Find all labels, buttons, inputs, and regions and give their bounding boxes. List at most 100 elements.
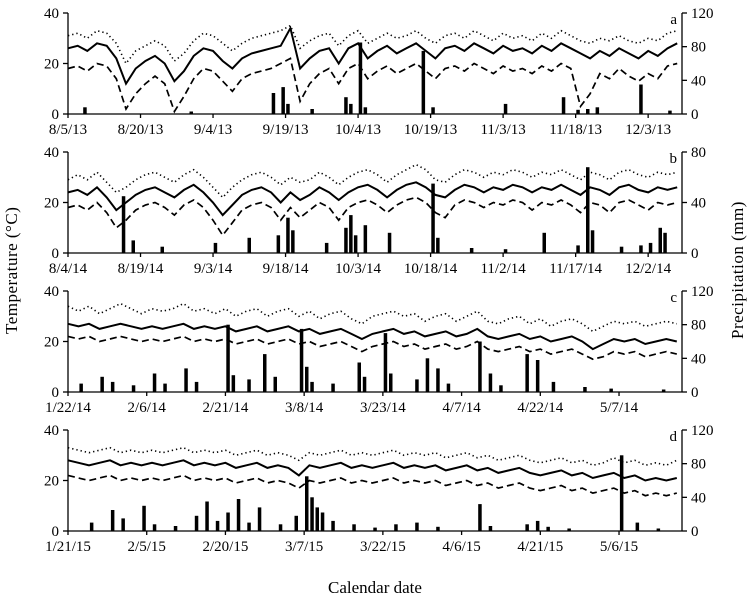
left-tick-label: 40 xyxy=(44,6,59,22)
x-tick-label: 9/3/14 xyxy=(194,261,233,277)
right-tick-label: 120 xyxy=(691,284,714,300)
precip-bar xyxy=(291,230,295,253)
precip-bar xyxy=(535,360,540,392)
precip-bar xyxy=(668,110,672,114)
x-tick-label: 10/4/13 xyxy=(335,122,381,138)
left-tick-label: 0 xyxy=(52,107,60,123)
precip-bar xyxy=(363,225,368,253)
left-tick-label: 0 xyxy=(52,385,60,401)
precip-bar xyxy=(590,230,595,253)
x-tick-label: 10/18/14 xyxy=(404,261,458,277)
precip-bar xyxy=(344,97,348,114)
right-tick-label: 0 xyxy=(691,107,699,123)
maximum-temperature-line xyxy=(67,163,678,199)
precip-bar xyxy=(363,107,368,114)
precip-bar xyxy=(281,87,285,114)
x-tick-label: 1/22/14 xyxy=(45,400,91,416)
precip-bar xyxy=(561,97,566,114)
x-tick-label: 4/6/15 xyxy=(442,539,480,555)
panel-stack: 0 20 40 0 40 80 120 8/5/13 8/20/13 9/4/13 9/19/13 1… xyxy=(0,4,750,560)
precip-bar xyxy=(546,526,550,531)
precip-bar xyxy=(89,522,94,531)
precip-bar xyxy=(273,376,277,392)
precip-bar xyxy=(478,341,482,392)
right-tick-label: 0 xyxy=(691,385,699,401)
precip-bar xyxy=(425,358,430,392)
precip-bar xyxy=(257,507,262,531)
right-tick-label: 40 xyxy=(691,196,706,212)
right-tick-label: 80 xyxy=(691,318,706,334)
x-tick-label: 3/22/15 xyxy=(360,539,406,555)
x-tick-label: 8/19/14 xyxy=(118,261,164,277)
precip-bar xyxy=(215,520,220,531)
precip-bar xyxy=(131,385,136,392)
precip-bar xyxy=(331,383,335,392)
minimum-temperature-line xyxy=(67,57,678,114)
precip-bar xyxy=(648,242,653,253)
x-tick-label: 3/23/14 xyxy=(360,400,406,416)
precip-bar xyxy=(100,376,104,392)
mean-temperature-line xyxy=(67,181,678,217)
precip-bar xyxy=(110,510,115,531)
panel-d: 0 20 40 0 40 80 120 1/21/15 2/5/15 2/20/15 3/7/15 3… xyxy=(44,423,714,555)
precip-bar xyxy=(478,504,482,531)
mean-temperature-line xyxy=(67,459,678,482)
precip-bar xyxy=(152,524,157,531)
precip-bar xyxy=(387,232,392,253)
maximum-temperature-line xyxy=(67,302,677,333)
precip-bar xyxy=(310,497,314,531)
right-tick-label: 120 xyxy=(691,6,714,22)
precip-bar xyxy=(576,245,580,253)
precip-bar xyxy=(352,524,356,531)
precip-bar xyxy=(535,520,540,531)
precip-bar xyxy=(236,499,241,531)
precip-bar xyxy=(310,381,314,392)
precip-bar xyxy=(469,248,474,253)
x-tick-label: 9/18/14 xyxy=(263,261,309,277)
precip-bar xyxy=(635,522,640,531)
left-tick-label: 20 xyxy=(44,335,59,351)
mean-temperature-line xyxy=(67,322,678,351)
precip-bar xyxy=(609,388,613,392)
precip-bar xyxy=(525,354,529,392)
x-tick-label: 2/6/14 xyxy=(128,400,167,416)
precip-bar xyxy=(83,107,87,114)
precip-bar xyxy=(213,242,218,253)
precip-bar xyxy=(436,368,440,392)
mean-temperature-line xyxy=(67,25,678,86)
precip-bar xyxy=(576,109,580,114)
precip-bar xyxy=(226,512,230,531)
precip-bar xyxy=(286,103,290,114)
precip-bar xyxy=(567,528,571,531)
x-axis-label: Calendar date xyxy=(328,578,422,597)
precip-bar xyxy=(247,237,251,253)
maximum-temperature-line xyxy=(67,446,678,467)
minimum-temperature-line xyxy=(67,474,678,497)
precip-bar xyxy=(121,518,125,531)
precip-bar xyxy=(231,375,236,392)
precip-bar xyxy=(152,373,157,392)
panel-letter: a xyxy=(670,12,677,28)
precip-bar xyxy=(499,385,503,392)
precip-bar xyxy=(247,379,251,392)
precip-bar xyxy=(431,183,435,253)
panel-letter: b xyxy=(670,151,678,167)
x-tick-label: 3/7/15 xyxy=(285,539,323,555)
precip-bar xyxy=(357,362,361,392)
precip-bar xyxy=(663,232,667,253)
x-tick-label: 3/8/14 xyxy=(285,400,324,416)
precip-bar xyxy=(299,328,304,392)
precip-bar xyxy=(639,84,643,114)
precip-bar xyxy=(349,215,353,253)
panel-a: 0 20 40 0 40 80 120 8/5/13 8/20/13 9/4/13 9/19/13 1… xyxy=(44,6,714,138)
minimum-temperature-line xyxy=(67,196,678,237)
precip-bar xyxy=(373,527,377,531)
precip-bar xyxy=(394,524,398,531)
precip-bar xyxy=(131,240,135,253)
minimum-temperature-line xyxy=(67,335,677,361)
precip-bar xyxy=(595,107,600,114)
x-tick-label: 8/20/13 xyxy=(118,122,164,138)
precip-bar xyxy=(353,235,358,253)
x-tick-label: 9/4/13 xyxy=(194,122,232,138)
